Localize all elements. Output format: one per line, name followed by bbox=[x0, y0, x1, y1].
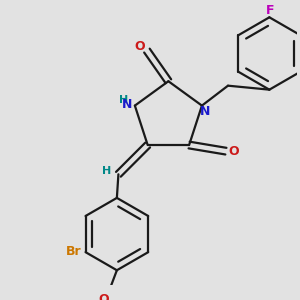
Text: N: N bbox=[200, 105, 210, 118]
Text: N: N bbox=[122, 98, 132, 111]
Text: O: O bbox=[134, 40, 145, 53]
Text: Br: Br bbox=[65, 245, 81, 258]
Text: H: H bbox=[102, 166, 111, 176]
Text: O: O bbox=[228, 145, 239, 158]
Text: F: F bbox=[266, 4, 275, 17]
Text: H: H bbox=[118, 95, 128, 105]
Text: O: O bbox=[98, 293, 109, 300]
